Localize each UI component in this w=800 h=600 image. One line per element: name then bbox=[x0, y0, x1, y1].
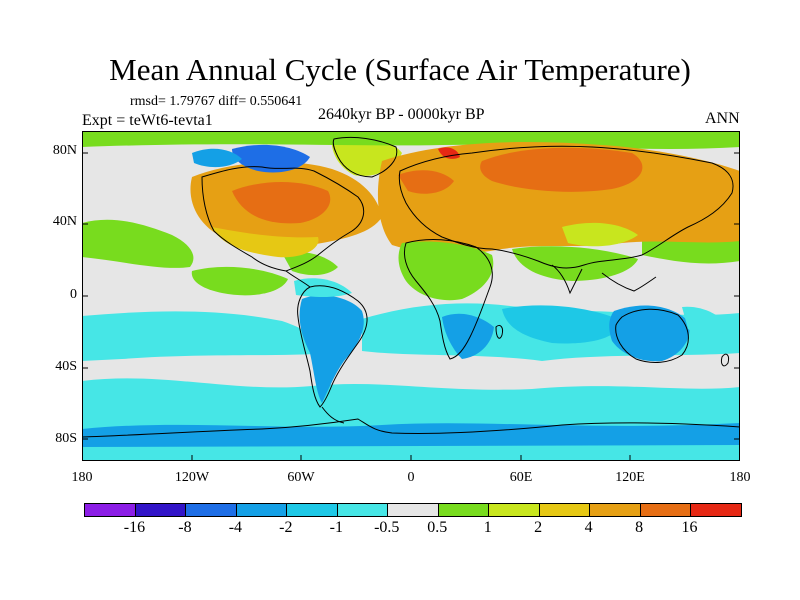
field-north-america-south bbox=[212, 227, 319, 258]
lat-label-40s: 40S bbox=[55, 359, 77, 374]
colorbar-swatch-5 bbox=[337, 504, 389, 516]
coast-southeast-asia bbox=[601, 272, 657, 292]
lon-label-0: 0 bbox=[407, 470, 415, 485]
field-caribbean-green bbox=[282, 251, 338, 276]
field-north-pacific-green bbox=[82, 219, 194, 268]
coast-central-america bbox=[285, 270, 311, 288]
field-south-america bbox=[299, 295, 364, 403]
colorbar-swatch-11 bbox=[640, 504, 692, 516]
coast-south-america bbox=[297, 285, 368, 408]
stats-text: rmsd= 1.79767 diff= 0.550641 bbox=[130, 94, 303, 109]
field-east-pacific-green bbox=[191, 266, 288, 296]
field-south-pacific-band bbox=[82, 311, 332, 361]
field-indian-ocean bbox=[502, 305, 622, 344]
field-north-america-core bbox=[232, 182, 331, 224]
colorbar-swatch-10 bbox=[590, 504, 641, 516]
coast-antarctic-peninsula bbox=[321, 406, 345, 424]
field-africa bbox=[398, 241, 494, 301]
field-antarctic-edge bbox=[82, 445, 740, 461]
colorbar-label-1: -8 bbox=[178, 519, 192, 536]
colorbar-label-10: 8 bbox=[635, 519, 644, 536]
field-siberia-core bbox=[480, 147, 643, 192]
field-arctic-spot bbox=[438, 147, 460, 159]
colorbar-label-9: 4 bbox=[584, 519, 593, 536]
lat-ticks bbox=[82, 152, 740, 440]
period-text: 2640kyr BP - 0000kyr BP bbox=[318, 106, 485, 123]
colorbar-swatch-8 bbox=[489, 504, 540, 516]
coast-north-america bbox=[201, 166, 365, 272]
colorbar-swatch-0 bbox=[85, 504, 136, 516]
field-australia-east bbox=[682, 306, 730, 335]
lat-label-0: 0 bbox=[70, 287, 77, 302]
field-eurasia bbox=[377, 142, 740, 254]
colorbar-label-6: 0.5 bbox=[427, 519, 448, 536]
coast-antarctica bbox=[82, 418, 740, 438]
coast-africa bbox=[403, 239, 493, 360]
plot-title: Mean Annual Cycle (Surface Air Temperatu… bbox=[109, 52, 691, 87]
colorbar-label-8: 2 bbox=[534, 519, 543, 536]
coast-greenland bbox=[332, 136, 398, 178]
map-panel bbox=[82, 131, 740, 461]
colorbar-swatch-12 bbox=[691, 504, 741, 516]
colorbar-swatch-2 bbox=[186, 504, 237, 516]
colorbar-swatch-1 bbox=[135, 504, 187, 516]
lon-label-180w: 180 bbox=[71, 470, 93, 485]
season-text: ANN bbox=[705, 110, 740, 127]
colorbar-label-11: 16 bbox=[681, 519, 698, 536]
lon-label-180e: 180 bbox=[729, 470, 751, 485]
field-australia bbox=[609, 305, 690, 362]
colorbar-label-5: -0.5 bbox=[374, 519, 400, 536]
lon-label-60e: 60E bbox=[509, 470, 533, 485]
coast-australia bbox=[615, 308, 689, 363]
coastlines bbox=[82, 136, 740, 438]
colorbar-swatch-6 bbox=[388, 504, 439, 516]
colorbar-label-7: 1 bbox=[483, 519, 492, 536]
colorbar-label-0: -16 bbox=[123, 519, 146, 536]
lat-label-40n: 40N bbox=[52, 214, 77, 229]
coast-india bbox=[551, 264, 583, 295]
lon-label-120w: 120W bbox=[174, 470, 210, 485]
coast-new-zealand bbox=[721, 353, 729, 367]
coast-eurasia bbox=[398, 145, 734, 269]
experiment-text: Expt = teWt6-tevta1 bbox=[82, 112, 213, 129]
colorbar-label-4: -1 bbox=[329, 519, 343, 536]
temperature-map bbox=[82, 131, 740, 461]
field-tibet-yellow bbox=[562, 222, 638, 247]
field-arctic-canada-cyan bbox=[192, 148, 242, 168]
colorbar-label-2: -4 bbox=[228, 519, 243, 536]
field-arctic-canada-blue bbox=[232, 144, 310, 173]
field-southern-africa bbox=[442, 313, 494, 359]
field-south-asia bbox=[512, 246, 638, 281]
colorbar-label-3: -2 bbox=[279, 519, 293, 536]
lat-label-80n: 80N bbox=[52, 143, 77, 158]
coast-madagascar bbox=[495, 324, 503, 339]
colorbar-swatch-4 bbox=[287, 504, 338, 516]
field-europe-core bbox=[398, 170, 454, 194]
lat-label-80s: 80S bbox=[55, 431, 77, 446]
colorbar bbox=[84, 503, 742, 517]
field-south-america-north bbox=[294, 278, 352, 297]
lon-label-120e: 120E bbox=[615, 470, 645, 485]
colorbar-swatch-3 bbox=[236, 504, 288, 516]
colorbar-swatch-9 bbox=[539, 504, 591, 516]
lon-ticks bbox=[191, 455, 631, 461]
lon-label-60w: 60W bbox=[287, 470, 315, 485]
colorbar-swatch-7 bbox=[438, 504, 490, 516]
